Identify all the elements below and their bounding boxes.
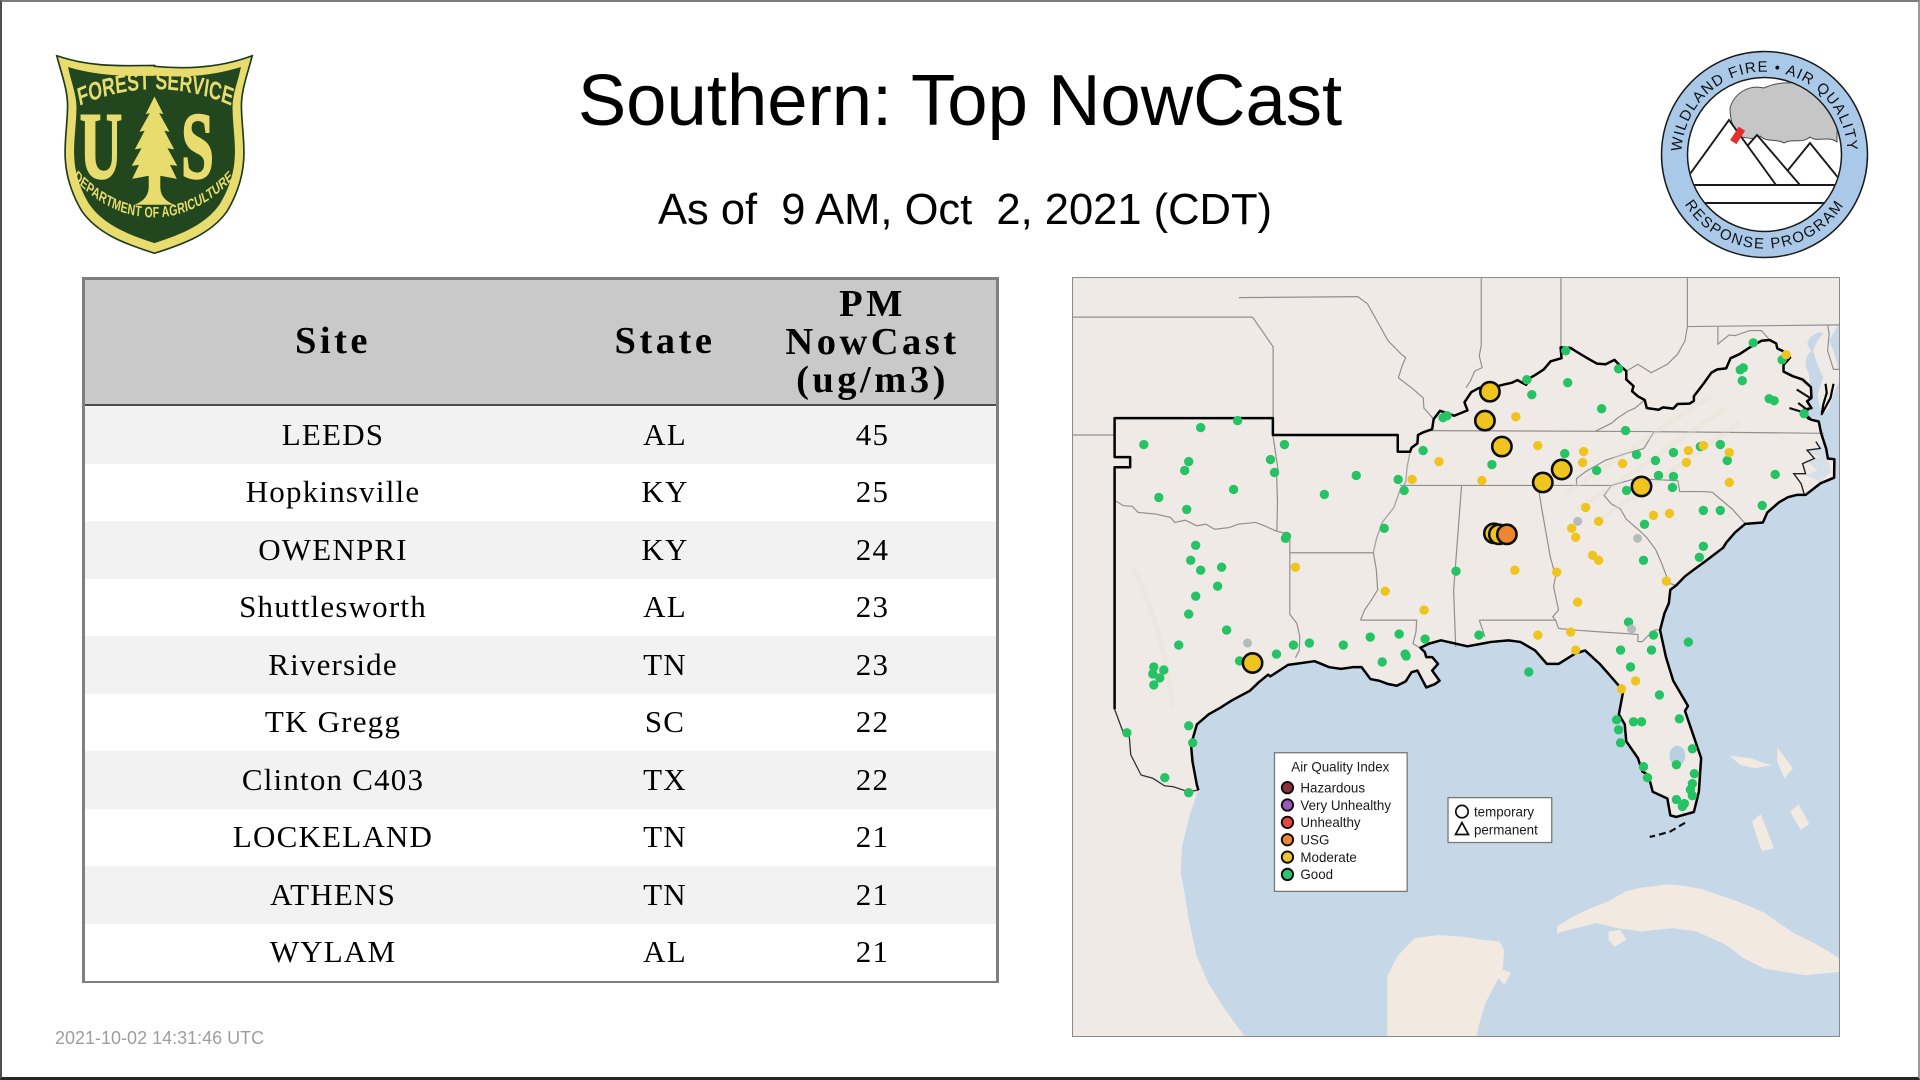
svg-text:temporary: temporary [1474,805,1534,820]
svg-text:Good: Good [1300,867,1333,882]
svg-text:permanent: permanent [1474,823,1538,838]
svg-text:Air Quality Index: Air Quality Index [1291,760,1389,775]
svg-text:S: S [181,93,213,198]
svg-text:Very Unhealthy: Very Unhealthy [1300,798,1391,813]
svg-text:Moderate: Moderate [1300,850,1356,865]
svg-text:USG: USG [1300,833,1329,848]
svg-text:U: U [80,93,122,198]
svg-text:Hazardous: Hazardous [1300,780,1365,795]
svg-text:Unhealthy: Unhealthy [1300,815,1360,830]
